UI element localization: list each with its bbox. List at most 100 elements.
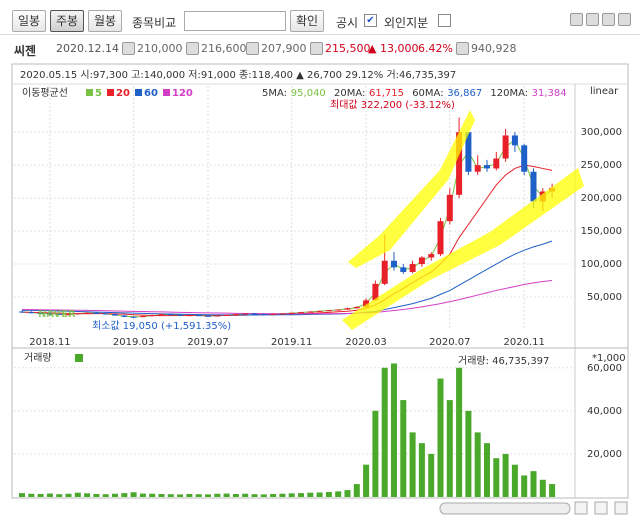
volume-bar [502, 453, 509, 497]
candle-body [270, 313, 277, 315]
volume-bar [288, 493, 295, 497]
candle-body [344, 308, 351, 310]
candle-body [437, 221, 444, 255]
candle-body [195, 315, 202, 317]
candle-body [474, 165, 481, 172]
legend-swatch [75, 354, 83, 362]
candle-body [205, 315, 211, 317]
volume-bar [93, 493, 100, 497]
ma-label: 60MA: [412, 88, 443, 99]
volume-bar [279, 493, 286, 497]
candle-body [400, 267, 407, 272]
volume-readout: 거래량: 46,735,397 [458, 355, 549, 367]
legend-swatch [135, 89, 142, 96]
candle-body [409, 264, 416, 272]
candle-body [65, 314, 72, 316]
disclosure-checkbox[interactable]: ✔ [364, 14, 377, 27]
volume-bar [456, 367, 463, 497]
volume-bar [195, 494, 202, 497]
max-annotation: 최대값 322,200 (-33.12%) [330, 99, 455, 111]
candle-body [242, 313, 249, 315]
volume-bar [428, 453, 435, 497]
candle-body [353, 306, 360, 309]
y-tick-label: 60,000 [587, 363, 622, 374]
volume-bar [65, 493, 72, 497]
tool-icon[interactable] [602, 13, 615, 26]
zoom-in[interactable] [574, 501, 588, 515]
volume-title: 거래량 [24, 352, 52, 364]
legend-label: 20 [116, 88, 130, 99]
volume-bar [521, 475, 528, 497]
compare-label: 종목비교 [132, 16, 177, 30]
scrollbar[interactable] [439, 502, 571, 515]
volume-bar [260, 494, 267, 497]
volume-bar [37, 493, 44, 497]
candle-body [139, 316, 146, 318]
ma-label: 5MA: [262, 88, 287, 99]
volume-bar [56, 494, 63, 497]
high-icon [186, 42, 199, 55]
daily-button[interactable]: 일봉 [12, 10, 47, 32]
candle-body [484, 165, 490, 169]
candle-body [56, 313, 63, 315]
tool-icon[interactable] [586, 13, 599, 26]
ma-line [21, 280, 553, 315]
volume-bar [372, 410, 379, 497]
candle-body [130, 316, 137, 318]
compare-input[interactable] [184, 11, 286, 31]
confirm-button[interactable]: 확인 [290, 10, 325, 32]
legend-title: 이동평균선 [22, 87, 68, 99]
ma-value: 36,867 [447, 88, 482, 99]
candle-body [502, 135, 509, 159]
candle-body [372, 283, 379, 301]
info-date: 2020.12.14 [56, 42, 119, 55]
change-rate: 6.42% [418, 42, 453, 55]
legend-swatch [107, 89, 114, 96]
candle-body [307, 311, 314, 313]
x-tick-label: 2018.11 [29, 337, 70, 348]
candle-body [260, 314, 267, 316]
watermark: NAVER [38, 309, 76, 320]
divider [0, 34, 640, 35]
legend-label: 60 [144, 88, 158, 99]
zoom-out[interactable] [594, 501, 608, 515]
foreign-label: 외인지분 [384, 16, 429, 30]
volume-bar [251, 494, 258, 497]
volume-bar [158, 493, 165, 497]
volume-icon [456, 42, 469, 55]
volume-bar [28, 493, 35, 497]
print-icon[interactable] [618, 13, 631, 26]
highlight [348, 110, 475, 268]
volume-bar [437, 378, 444, 497]
candle-body [456, 132, 463, 195]
info-volume: 940,928 [471, 42, 517, 55]
candle-body [93, 312, 100, 314]
legend-label: 120 [172, 88, 193, 99]
weekly-button[interactable]: 주봉 [50, 10, 85, 32]
monthly-button[interactable]: 월봉 [88, 10, 123, 32]
foreign-checkbox[interactable] [438, 14, 451, 27]
x-tick-label: 2019.11 [271, 337, 312, 348]
candle-body [446, 194, 453, 222]
candle-body [214, 315, 221, 317]
candle-body [84, 312, 91, 314]
reset[interactable] [614, 501, 628, 515]
candle-body [335, 309, 342, 311]
candle-body [177, 314, 184, 316]
y-tick-label: 40,000 [587, 406, 622, 417]
volume-bar [130, 492, 137, 497]
volume-bar [344, 490, 351, 497]
tool-icon[interactable] [570, 13, 583, 26]
high-price: 216,600 [201, 42, 247, 55]
volume-bar [335, 491, 342, 497]
candle-body [391, 260, 397, 268]
close-price: 215,500 [325, 42, 371, 55]
candle-body [121, 315, 128, 317]
candle-body [325, 310, 332, 312]
ma-value: 95,040 [291, 88, 326, 99]
candle-body [46, 313, 53, 315]
volume-bar [177, 494, 184, 497]
ma-label: 20MA: [334, 88, 365, 99]
